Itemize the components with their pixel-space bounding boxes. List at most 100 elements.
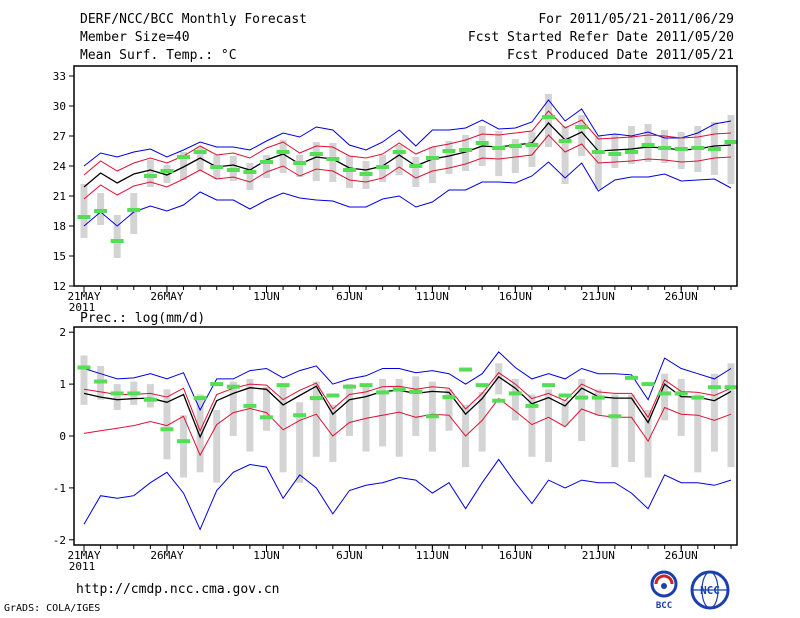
bcc-logo-text: BCC — [656, 601, 672, 610]
box-day-20 — [412, 157, 420, 187]
grads-credit: GrADS: COLA/IGES — [4, 603, 101, 614]
y-tick-label: 24 — [53, 160, 67, 173]
forecast-started-date: Fcst Started Refer Date 2011/05/20 — [467, 30, 734, 45]
box-day-19 — [395, 145, 403, 175]
median-marker-day-25 — [492, 146, 506, 150]
box-day-3 — [130, 193, 138, 234]
median-marker-day-21 — [425, 414, 439, 419]
median-marker-day-0 — [77, 215, 91, 219]
box-day-32 — [611, 134, 619, 168]
median-marker-day-38 — [707, 385, 721, 390]
median-marker-day-32 — [608, 414, 622, 419]
y-tick-label: 0 — [59, 430, 66, 443]
box-day-10 — [246, 378, 254, 452]
median-marker-day-3 — [127, 391, 141, 396]
box-day-33 — [627, 126, 635, 164]
median-marker-day-14 — [309, 152, 323, 156]
y-tick-label: 2 — [59, 326, 66, 339]
box-day-6 — [180, 152, 188, 180]
median-marker-day-10 — [243, 403, 257, 408]
median-marker-day-6 — [177, 155, 191, 159]
median-marker-day-26 — [508, 144, 522, 148]
y-tick-label: 18 — [53, 220, 66, 233]
series-mean-1-std — [83, 110, 732, 176]
median-marker-day-5 — [160, 169, 174, 173]
median-marker-day-22 — [442, 149, 456, 153]
x-tick-label: 21MAY — [67, 290, 100, 303]
median-marker-day-32 — [608, 152, 622, 156]
box-day-14 — [312, 381, 320, 457]
source-url: http://cmdp.ncc.cma.gov.cn — [76, 582, 280, 597]
median-marker-day-33 — [624, 150, 638, 154]
chart-panel-1: 12 15 18 21 24 27 30 33 21MAY 26MAY 1JUN 6JUN 11JUN 1… — [53, 65, 738, 314]
box-day-4 — [146, 384, 154, 408]
median-marker-day-27 — [525, 403, 539, 408]
median-marker-day-26 — [508, 391, 522, 396]
box-day-29 — [561, 126, 569, 184]
series-ensemble-min — [83, 161, 732, 227]
ncc-logo-icon: NCC — [690, 570, 730, 610]
median-marker-day-2 — [110, 239, 124, 243]
y-tick-label: 30 — [53, 100, 66, 113]
chart-title: DERF/NCC/BCC Monthly Forecast — [80, 12, 307, 27]
x-tick-label: 26JUN — [665, 290, 698, 303]
median-marker-day-6 — [177, 439, 191, 444]
x-tick-label: 26MAY — [150, 290, 183, 303]
y-tick-label: 33 — [53, 70, 66, 83]
median-marker-day-27 — [525, 143, 539, 147]
x-tick-label: 11JUN — [416, 549, 449, 562]
ncc-logo-text: NCC — [700, 584, 720, 597]
box-day-22 — [445, 141, 453, 174]
x-tick-label: 16JUN — [499, 549, 532, 562]
x-tick-label: 21MAY — [67, 549, 100, 562]
box-day-2 — [113, 384, 121, 411]
box-day-28 — [545, 94, 553, 147]
median-marker-day-16 — [342, 168, 356, 172]
median-marker-day-35 — [658, 146, 672, 150]
x-tick-label: 1JUN — [253, 290, 280, 303]
box-day-9 — [229, 381, 237, 436]
box-day-0 — [80, 355, 88, 405]
box-day-2 — [113, 215, 121, 258]
median-marker-day-19 — [392, 150, 406, 154]
box-day-29 — [561, 399, 569, 426]
variable-label: Mean Surf. Temp.: °C — [80, 48, 237, 63]
box-day-26 — [511, 378, 519, 421]
median-marker-day-34 — [641, 143, 655, 147]
box-day-39 — [727, 115, 735, 184]
box-day-30 — [578, 115, 586, 156]
median-marker-day-22 — [442, 395, 456, 400]
median-marker-day-29 — [558, 139, 572, 143]
y-tick-label: 15 — [53, 250, 66, 263]
median-marker-day-30 — [575, 125, 589, 129]
member-size-label: Member Size=40 — [80, 30, 190, 45]
box-day-39 — [727, 363, 735, 468]
box-day-34 — [644, 410, 652, 478]
median-marker-day-38 — [707, 147, 721, 151]
box-day-35 — [661, 373, 669, 421]
box-day-30 — [578, 378, 586, 442]
median-marker-day-37 — [691, 146, 705, 150]
median-marker-day-19 — [392, 387, 406, 392]
box-day-15 — [329, 143, 337, 182]
series-ensemble-mean — [83, 375, 732, 439]
median-marker-day-13 — [293, 161, 307, 165]
box-day-5 — [163, 389, 171, 460]
series-ensemble-max — [83, 99, 732, 167]
median-marker-day-29 — [558, 393, 572, 398]
box-day-31 — [594, 389, 602, 416]
forecast-produced-date: Fcst Produced Date 2011/05/21 — [507, 48, 734, 63]
x-tick-label: 26MAY — [150, 549, 183, 562]
median-marker-day-8 — [210, 382, 224, 387]
series-mean-1-std — [83, 134, 732, 200]
chart-panel-2: -2 -1 0 1 2 21MAY 26MAY 1JUN 6JUN 11JUN 16JUN 21JUN… — [53, 311, 738, 573]
y-tick-label: -2 — [53, 534, 66, 547]
box-day-0 — [80, 184, 88, 238]
panel-title: Prec.: log(mm/d) — [80, 311, 205, 326]
y-tick-label: 12 — [53, 280, 66, 293]
x-tick-label: 11JUN — [416, 290, 449, 303]
series-ensemble-mean — [83, 122, 732, 188]
y-tick-label: 21 — [53, 190, 66, 203]
median-marker-day-0 — [77, 365, 91, 370]
